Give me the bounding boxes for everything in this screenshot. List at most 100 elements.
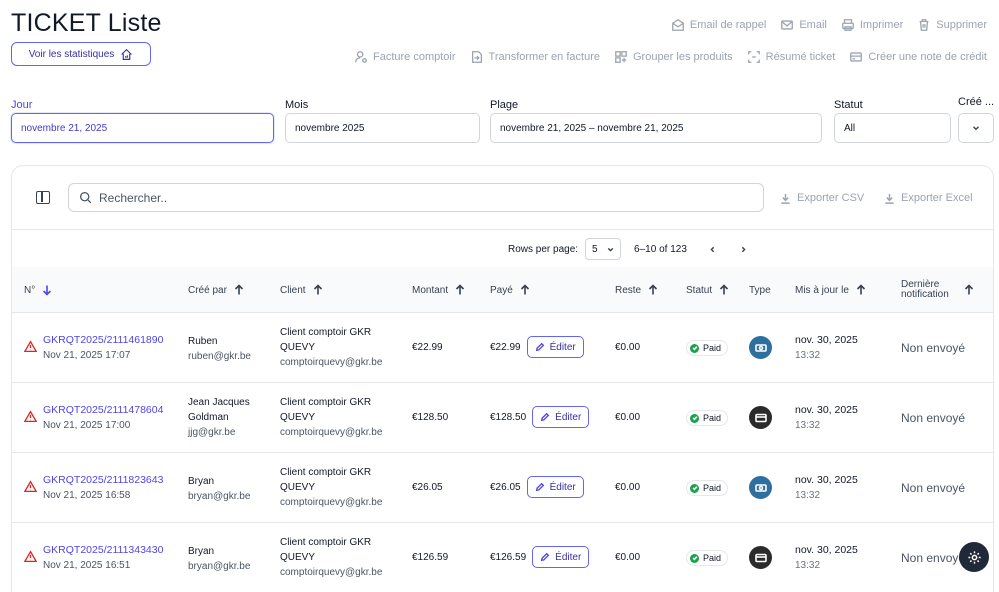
ticket-id-link[interactable]: GKRQT2025/2111461890 (43, 334, 164, 346)
reminder-email-button[interactable]: Email de rappel (671, 18, 766, 32)
column-maj-label: Mis à jour le (795, 284, 849, 296)
creator-email: jjg@gkr.be (188, 427, 236, 438)
reste-value: €0.00 (615, 342, 641, 353)
column-num-label: N° (24, 284, 36, 296)
table-row[interactable]: GKRQT2025/2111461890 Nov 21, 2025 17:07 … (12, 313, 993, 383)
edit-button[interactable]: Éditer (532, 546, 590, 568)
paye-value: €26.05 (490, 481, 521, 493)
creator-name: Bryan (188, 476, 215, 487)
mois-input[interactable]: novembre 2025 (285, 113, 480, 143)
ticket-table-card: Rechercher.. Exporter CSV Exporter Excel… (11, 165, 994, 592)
client-name-1: Client comptoir GKR (280, 537, 372, 548)
column-header-montant[interactable]: Montant (412, 267, 466, 313)
statut-label: Statut (834, 99, 863, 111)
ticket-id-link[interactable]: GKRQT2025/2111478604 (43, 404, 164, 416)
credit-note-label: Créer une note de crédit (868, 51, 987, 63)
column-header-statut[interactable]: Statut (686, 267, 730, 313)
ticket-date: Nov 21, 2025 17:00 (43, 420, 131, 431)
export-csv-label: Exporter CSV (797, 192, 865, 204)
check-icon (690, 553, 699, 563)
paye-value: €126.59 (490, 551, 527, 563)
ticket-summary-button[interactable]: Résumé ticket (747, 50, 835, 64)
arrow-up-icon (520, 284, 529, 295)
page-range: 6–10 of 123 (634, 243, 687, 255)
column-header-cree-par[interactable]: Créé par (188, 267, 245, 313)
column-header-notification[interactable]: Dernière notification (901, 267, 975, 313)
view-stats-button[interactable]: Voir les statistiques (11, 42, 151, 66)
column-header-client[interactable]: Client (280, 267, 324, 313)
client-name-1: Client comptoir GKR (280, 467, 372, 478)
plage-range-input[interactable]: novembre 21, 2025 – novembre 21, 2025 (490, 113, 822, 143)
updated-date: nov. 30, 2025 (795, 404, 858, 416)
jour-date-input[interactable]: novembre 21, 2025 (11, 113, 274, 143)
arrow-up-icon (234, 284, 243, 295)
transform-icon (471, 51, 482, 63)
status-label: Paid (703, 413, 722, 423)
delete-button[interactable]: Supprimer (917, 18, 987, 32)
table-row[interactable]: GKRQT2025/2111823643 Nov 21, 2025 16:58 … (12, 453, 993, 523)
chevron-down-icon (607, 247, 614, 252)
table-row[interactable]: GKRQT2025/2111343430 Nov 21, 2025 16:51 … (12, 523, 993, 592)
edit-button[interactable]: Éditer (526, 336, 584, 358)
reminder-email-label: Email de rappel (689, 19, 767, 31)
prev-page-button[interactable] (702, 238, 724, 260)
cree-label: Créé ... (958, 96, 995, 108)
creator-name-2: Goldman (188, 412, 229, 423)
rows-per-page-select[interactable]: 5 (585, 238, 622, 260)
print-button[interactable]: Imprimer (841, 18, 903, 32)
chevron-down-icon (973, 126, 979, 131)
column-header-num[interactable]: N° (24, 267, 53, 313)
group-products-button[interactable]: Grouper les produits (614, 50, 733, 64)
edit-button[interactable]: Éditer (532, 406, 590, 428)
column-header-type[interactable]: Type (749, 267, 771, 313)
email-button[interactable]: Email (780, 18, 827, 32)
edit-button[interactable]: Éditer (526, 476, 584, 498)
column-type-label: Type (749, 284, 771, 296)
jour-label: Jour (11, 99, 33, 111)
column-header-maj[interactable]: Mis à jour le (795, 267, 867, 313)
cree-select[interactable] (958, 113, 994, 143)
counter-invoice-button[interactable]: Facture comptoir (354, 50, 456, 64)
client-email: comptoirquevy@gkr.be (280, 567, 383, 578)
search-icon (79, 191, 92, 204)
columns-toggle-icon[interactable] (36, 191, 50, 204)
table-row[interactable]: GKRQT2025/2111478604 Nov 21, 2025 17:00 … (12, 383, 993, 453)
column-client-label: Client (280, 284, 306, 296)
credit-card-icon (850, 52, 863, 62)
column-header-paye[interactable]: Payé (490, 267, 531, 313)
column-header-reste[interactable]: Reste (615, 267, 659, 313)
settings-fab-button[interactable] (959, 542, 989, 572)
creator-email: ruben@gkr.be (188, 351, 251, 362)
download-icon (781, 193, 790, 204)
check-icon (690, 413, 699, 423)
transform-invoice-button[interactable]: Transformer en facture (470, 50, 600, 64)
column-reste-label: Reste (615, 284, 642, 296)
arrow-up-icon (649, 284, 658, 295)
arrow-up-icon (456, 284, 465, 295)
export-excel-button[interactable]: Exporter Excel (884, 192, 973, 204)
statut-select[interactable]: All (834, 113, 951, 143)
status-badge: Paid (686, 410, 729, 426)
search-input[interactable]: Rechercher.. (68, 183, 764, 212)
arrow-up-icon (313, 284, 322, 295)
download-icon (885, 193, 894, 204)
montant-value: €26.05 (412, 482, 443, 493)
ticket-id-link[interactable]: GKRQT2025/2111823643 (43, 474, 164, 486)
updated-time: 13:32 (795, 490, 821, 501)
notification-status: Non envoyé (901, 341, 966, 355)
mois-label: Mois (285, 99, 309, 111)
warning-icon (23, 340, 38, 353)
credit-note-button[interactable]: Créer une note de crédit (849, 50, 987, 64)
ticket-id-link[interactable]: GKRQT2025/2111343430 (43, 544, 164, 556)
ticket-date: Nov 21, 2025 16:58 (43, 490, 131, 501)
next-page-button[interactable] (733, 238, 755, 260)
arrow-up-icon (856, 284, 865, 295)
notification-status: Non envoyé (901, 411, 966, 425)
export-csv-button[interactable]: Exporter CSV (780, 192, 864, 204)
updated-date: nov. 30, 2025 (795, 474, 858, 486)
check-icon (690, 343, 699, 353)
rows-per-page-value: 5 (592, 243, 598, 255)
gear-icon (967, 550, 981, 564)
ticket-date: Nov 21, 2025 17:07 (43, 350, 131, 361)
group-products-label: Grouper les produits (632, 51, 733, 63)
